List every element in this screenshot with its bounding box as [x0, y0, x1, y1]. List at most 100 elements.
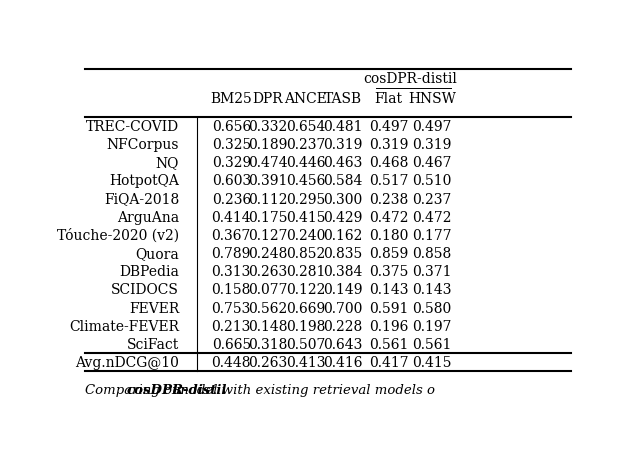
Text: 0.319: 0.319	[323, 138, 363, 152]
Text: Quora: Quora	[136, 247, 179, 261]
Text: 0.180: 0.180	[369, 229, 408, 243]
Text: Climate-FEVER: Climate-FEVER	[69, 320, 179, 334]
Text: DPR: DPR	[252, 91, 283, 106]
Text: 0.077: 0.077	[248, 283, 287, 297]
Text: 0.456: 0.456	[286, 174, 325, 188]
Text: 0.467: 0.467	[412, 156, 452, 170]
Text: 0.580: 0.580	[413, 302, 452, 316]
Text: 0.371: 0.371	[412, 265, 452, 279]
Text: 0.472: 0.472	[412, 211, 452, 225]
Text: cosDPR-distil: cosDPR-distil	[364, 72, 457, 86]
Text: 0.318: 0.318	[248, 338, 287, 352]
Text: 0.240: 0.240	[286, 229, 325, 243]
Text: 0.415: 0.415	[286, 211, 325, 225]
Text: FiQA-2018: FiQA-2018	[104, 193, 179, 207]
Text: 0.468: 0.468	[369, 156, 408, 170]
Text: SCIDOCS: SCIDOCS	[111, 283, 179, 297]
Text: 0.481: 0.481	[323, 120, 363, 134]
Text: model with existing retrieval models o: model with existing retrieval models o	[172, 384, 435, 397]
Text: 0.858: 0.858	[413, 247, 452, 261]
Text: 0.789: 0.789	[212, 247, 251, 261]
Text: 0.281: 0.281	[286, 265, 325, 279]
Text: 0.603: 0.603	[212, 174, 251, 188]
Text: 0.197: 0.197	[412, 320, 452, 334]
Text: 0.665: 0.665	[212, 338, 251, 352]
Text: NFCorpus: NFCorpus	[107, 138, 179, 152]
Text: 0.517: 0.517	[369, 174, 408, 188]
Text: 0.300: 0.300	[323, 193, 362, 207]
Text: 0.263: 0.263	[248, 356, 287, 370]
Text: 0.158: 0.158	[212, 283, 251, 297]
Text: SciFact: SciFact	[127, 338, 179, 352]
Text: 0.375: 0.375	[369, 265, 408, 279]
Text: 0.319: 0.319	[369, 138, 408, 152]
Text: 0.497: 0.497	[412, 120, 452, 134]
Text: 0.175: 0.175	[248, 211, 287, 225]
Text: FEVER: FEVER	[129, 302, 179, 316]
Text: 0.162: 0.162	[323, 229, 363, 243]
Text: 0.177: 0.177	[412, 229, 452, 243]
Text: DBPedia: DBPedia	[119, 265, 179, 279]
Text: 0.213: 0.213	[212, 320, 251, 334]
Text: 0.196: 0.196	[369, 320, 408, 334]
Text: cosDPR-distil: cosDPR-distil	[126, 384, 227, 397]
Text: 0.669: 0.669	[286, 302, 325, 316]
Text: 0.656: 0.656	[212, 120, 251, 134]
Text: 0.127: 0.127	[248, 229, 287, 243]
Text: 0.198: 0.198	[286, 320, 325, 334]
Text: 0.319: 0.319	[412, 138, 452, 152]
Text: 0.237: 0.237	[286, 138, 325, 152]
Text: 0.507: 0.507	[286, 338, 325, 352]
Text: 0.143: 0.143	[369, 283, 408, 297]
Text: Comparing our: Comparing our	[85, 384, 191, 397]
Text: 0.562: 0.562	[248, 302, 287, 316]
Text: 0.238: 0.238	[369, 193, 408, 207]
Text: 0.700: 0.700	[323, 302, 363, 316]
Text: 0.367: 0.367	[212, 229, 251, 243]
Text: 0.263: 0.263	[248, 265, 287, 279]
Text: 0.448: 0.448	[212, 356, 251, 370]
Text: 0.414: 0.414	[211, 211, 251, 225]
Text: 0.446: 0.446	[286, 156, 325, 170]
Text: 0.228: 0.228	[323, 320, 362, 334]
Text: 0.510: 0.510	[412, 174, 452, 188]
Text: 0.415: 0.415	[412, 356, 452, 370]
Text: Flat: Flat	[374, 91, 403, 106]
Text: TASB: TASB	[324, 91, 362, 106]
Text: HotpotQA: HotpotQA	[109, 174, 179, 188]
Text: Tóuche-2020 (v2): Tóuche-2020 (v2)	[57, 229, 179, 243]
Text: HNSW: HNSW	[408, 91, 456, 106]
Text: 0.561: 0.561	[412, 338, 452, 352]
Text: 0.416: 0.416	[323, 356, 363, 370]
Text: 0.474: 0.474	[248, 156, 287, 170]
Text: 0.325: 0.325	[212, 138, 251, 152]
Text: 0.143: 0.143	[412, 283, 452, 297]
Text: 0.329: 0.329	[212, 156, 251, 170]
Text: 0.237: 0.237	[412, 193, 452, 207]
Text: 0.236: 0.236	[212, 193, 251, 207]
Text: 0.591: 0.591	[369, 302, 408, 316]
Text: 0.497: 0.497	[369, 120, 408, 134]
Text: 0.384: 0.384	[323, 265, 363, 279]
Text: 0.429: 0.429	[323, 211, 363, 225]
Text: 0.122: 0.122	[286, 283, 325, 297]
Text: ArguAna: ArguAna	[117, 211, 179, 225]
Text: ANCE: ANCE	[284, 91, 327, 106]
Text: 0.417: 0.417	[369, 356, 408, 370]
Text: 0.852: 0.852	[286, 247, 325, 261]
Text: 0.295: 0.295	[286, 193, 325, 207]
Text: NQ: NQ	[156, 156, 179, 170]
Text: 0.313: 0.313	[212, 265, 251, 279]
Text: 0.859: 0.859	[369, 247, 408, 261]
Text: 0.391: 0.391	[248, 174, 287, 188]
Text: 0.148: 0.148	[248, 320, 287, 334]
Text: 0.584: 0.584	[323, 174, 363, 188]
Text: TREC-COVID: TREC-COVID	[86, 120, 179, 134]
Text: Avg.nDCG@10: Avg.nDCG@10	[76, 356, 179, 370]
Text: 0.112: 0.112	[248, 193, 287, 207]
Text: 0.654: 0.654	[286, 120, 325, 134]
Text: 0.753: 0.753	[212, 302, 251, 316]
Text: 0.561: 0.561	[369, 338, 408, 352]
Text: 0.463: 0.463	[323, 156, 363, 170]
Text: 0.189: 0.189	[248, 138, 287, 152]
